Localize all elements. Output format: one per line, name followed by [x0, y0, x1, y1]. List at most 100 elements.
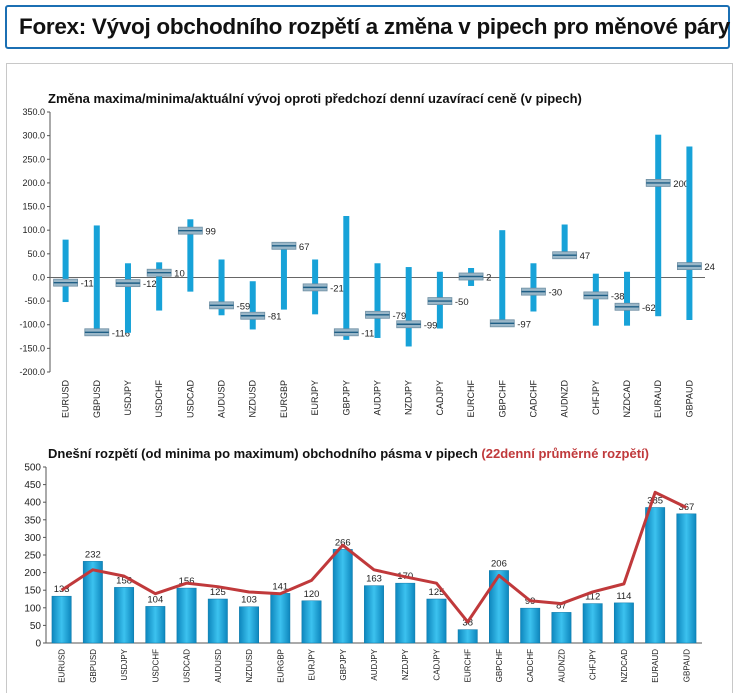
- current-value-label: 24: [704, 262, 715, 273]
- range-chart-title: Změna maxima/minima/aktuální vývoj oprot…: [48, 91, 582, 106]
- range-bar: [561, 224, 568, 259]
- range-bar-today: [426, 598, 447, 644]
- bar-value-label: 125: [429, 587, 445, 598]
- range-bar-today: [239, 606, 259, 644]
- range-x-tick-label: CADJPY: [435, 380, 445, 416]
- range-bar-today: [332, 549, 353, 644]
- range-y-tick-label: 350.0: [22, 107, 45, 117]
- range-x-tick-label: EURJPY: [310, 380, 320, 416]
- range-x-tick-label: EURAUD: [653, 380, 663, 419]
- range-bar: [218, 259, 225, 316]
- range-y-tick-label: -50.0: [24, 296, 45, 306]
- range-bar: [655, 134, 662, 317]
- range-y-tick-label: -200.0: [19, 367, 45, 377]
- bar-chart-title-main: Dnešní rozpětí (od minima po maximum) ob…: [48, 446, 478, 461]
- bar-value-label: 158: [116, 575, 132, 586]
- range-bar-today: [51, 595, 72, 644]
- range-bar: [530, 263, 537, 312]
- range-bar: [156, 262, 163, 311]
- bar-chart-title: Dnešní rozpětí (od minima po maximum) ob…: [48, 446, 649, 461]
- bar-x-tick-label: USDJPY: [120, 648, 129, 680]
- bar-x-tick-label: GBPUSD: [89, 649, 98, 683]
- current-value-label: 67: [299, 242, 310, 253]
- range-bar: [124, 263, 131, 333]
- bar-x-tick-label: AUDNZD: [557, 649, 566, 683]
- current-value-label: -97: [517, 319, 531, 330]
- range-bar: [93, 225, 100, 335]
- bar-y-tick-label: 500: [24, 463, 41, 474]
- current-value-label: -50: [455, 297, 469, 308]
- bar-x-tick-label: CADCHF: [526, 649, 535, 682]
- bar-value-label: 112: [585, 592, 600, 603]
- range-chart: -200.0 -150.0 -100.0 -50.0 0.0 50.0 100.0 150.0…: [19, 107, 715, 419]
- bar-value-label: 385: [647, 495, 663, 506]
- range-bar: [374, 263, 381, 338]
- range-y-tick-label: -150.0: [19, 343, 45, 353]
- range-bar-today: [613, 602, 634, 644]
- range-x-tick-label: USDCHF: [154, 379, 164, 417]
- range-bar-today: [582, 603, 603, 644]
- bar-value-label: 266: [335, 537, 351, 548]
- current-value-label: 99: [205, 227, 216, 238]
- range-bar: [62, 239, 69, 303]
- current-value-label: 10: [174, 269, 185, 280]
- range-x-tick-label: EURGBP: [279, 380, 289, 418]
- range-bar-today: [520, 607, 541, 644]
- bar-y-tick-label: 350: [24, 515, 41, 526]
- bar-value-label: 103: [241, 595, 257, 606]
- current-value-label: -116: [361, 328, 379, 339]
- current-value-label: 47: [580, 251, 591, 262]
- range-x-tick-label: CADCHF: [528, 379, 538, 417]
- range-y-tick-label: 100.0: [22, 225, 45, 235]
- bar-y-tick-label: 0: [35, 639, 41, 650]
- current-value-label: -38: [611, 291, 625, 302]
- range-x-tick-label: AUDJPY: [373, 380, 383, 416]
- bar-x-tick-label: USDCAD: [183, 649, 192, 683]
- bar-x-tick-label: GBPAUD: [682, 649, 691, 682]
- current-value-label: -12: [143, 279, 157, 290]
- range-x-tick-label: NZDCAD: [622, 380, 632, 418]
- range-x-tick-label: AUDUSD: [217, 380, 227, 419]
- page-title: Forex: Vývoj obchodního rozpětí a změna …: [19, 14, 730, 39]
- range-x-tick-label: GBPAUD: [684, 380, 694, 418]
- bar-value-label: 163: [366, 574, 382, 585]
- range-bar: [187, 219, 194, 292]
- range-y-tick-label: 300.0: [22, 131, 45, 141]
- bar-chart-title-suffix: (22denní průměrné rozpětí): [481, 446, 649, 461]
- current-value-label: -79: [393, 311, 407, 322]
- range-y-tick-label: 50.0: [27, 249, 45, 259]
- bar-value-label: 141: [272, 581, 288, 592]
- range-bar: [624, 271, 631, 326]
- range-bar: [499, 230, 506, 325]
- bar-x-tick-label: CADJPY: [432, 648, 441, 680]
- range-bar-today: [145, 606, 166, 644]
- range-y-tick-label: 200.0: [22, 178, 45, 188]
- range-bar-today: [676, 513, 697, 644]
- range-bar-today: [207, 598, 228, 644]
- bar-x-tick-label: NZDUSD: [245, 649, 254, 683]
- range-x-tick-label: NZDJPY: [404, 380, 414, 415]
- range-bar-today: [364, 585, 384, 644]
- bar-x-tick-label: NZDCAD: [620, 649, 629, 683]
- range-bar-today: [301, 600, 322, 644]
- bar-value-label: 120: [304, 589, 320, 600]
- page-title-box: Forex: Vývoj obchodního rozpětí a změna …: [5, 5, 730, 49]
- range-bar-today: [551, 612, 572, 644]
- bar-x-tick-label: EURGBP: [276, 649, 285, 683]
- bar-value-label: 156: [179, 576, 195, 587]
- range-y-tick-label: 250.0: [22, 154, 45, 164]
- range-bar-today: [645, 507, 666, 644]
- bar-y-tick-label: 100: [24, 603, 41, 614]
- range-x-tick-label: GBPUSD: [92, 380, 102, 419]
- bar-x-tick-label: EURUSD: [58, 649, 67, 683]
- bar-value-label: 114: [616, 591, 631, 602]
- range-x-tick-label: USDJPY: [123, 380, 133, 416]
- bar-value-label: 104: [147, 594, 163, 605]
- bar-x-tick-label: USDCHF: [151, 649, 160, 682]
- range-bar: [686, 146, 693, 320]
- current-value-label: -30: [548, 288, 562, 299]
- current-value-label: 2: [486, 273, 491, 284]
- range-y-tick-label: -100.0: [19, 320, 45, 330]
- current-value-label: -21: [330, 283, 344, 294]
- range-y-tick-label: 150.0: [22, 202, 45, 212]
